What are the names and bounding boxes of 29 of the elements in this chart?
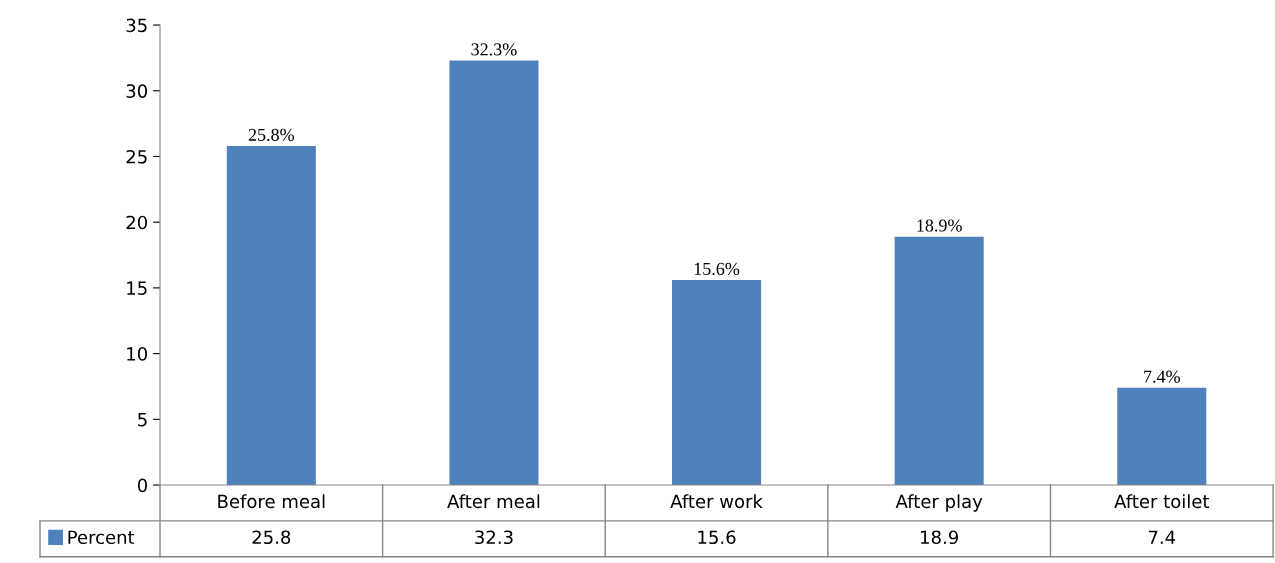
y-tick-label: 20: [126, 215, 148, 230]
text: 25.8: [252, 530, 291, 545]
bar: [449, 60, 539, 486]
text: 18.9: [921, 530, 958, 545]
x-tick-label: After meal: [447, 494, 540, 509]
bar: [1117, 387, 1207, 486]
y-tick-label: 25: [126, 149, 147, 164]
bar: [672, 280, 762, 486]
x-tick-label: After work: [670, 494, 763, 509]
data-label: 32.3%: [471, 43, 517, 56]
data-label: 25.8%: [248, 128, 295, 141]
x-tick-label: Before meal: [218, 494, 325, 509]
text: 15.6: [698, 530, 736, 545]
data-label: 18.9%: [917, 219, 962, 232]
x-tick-label: After toilet: [1114, 494, 1210, 509]
y-tick-label: 10: [127, 347, 148, 361]
bar: [226, 145, 316, 486]
bar: [894, 236, 984, 486]
text: 7.4: [1148, 530, 1176, 544]
x-tick-label: After play: [895, 494, 983, 512]
data-label: 15.6%: [694, 262, 740, 276]
y-tick-label: 15: [127, 281, 147, 296]
y-tick-label: 5: [138, 413, 147, 427]
y-tick-label: 30: [126, 84, 148, 98]
text: 32.3: [475, 530, 513, 545]
y-tick-label: 0: [137, 478, 148, 493]
legend-label: Percent: [68, 530, 135, 545]
y-tick-label: 35: [126, 18, 147, 33]
data-label: 7.4%: [1144, 370, 1180, 383]
